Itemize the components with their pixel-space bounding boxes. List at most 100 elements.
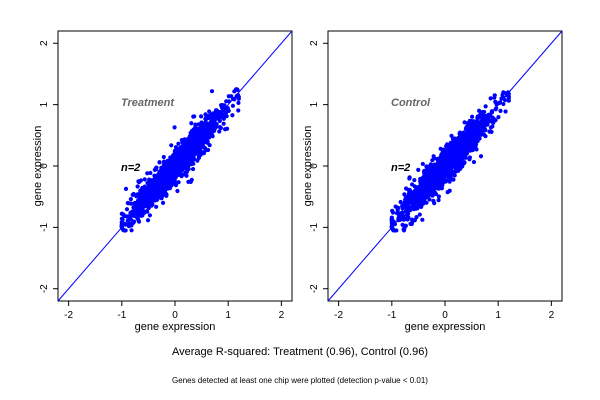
annotation-sample-size: n=2 [391, 162, 410, 174]
scatter-point [123, 186, 129, 191]
y-axis-ticks: -2 -1 0 1 2 [39, 40, 58, 293]
scatter-point [138, 190, 143, 195]
scatter-point [424, 192, 429, 197]
scatter-point [157, 160, 162, 165]
scatter-point [425, 188, 430, 194]
scatter-point [391, 228, 396, 233]
scatter-point [205, 147, 211, 153]
scatter-point [138, 195, 143, 200]
scatter-point [221, 116, 226, 121]
scatter-point [135, 203, 141, 208]
scatter-point [149, 203, 154, 208]
y-axis-label: gene expression [32, 126, 44, 207]
scatter-point [440, 173, 446, 178]
x-tick-label: 2 [279, 310, 285, 321]
scatter-point [488, 119, 493, 124]
x-axis-ticks: -2 -1 0 1 2 [334, 301, 555, 321]
scatter-point [422, 168, 427, 174]
scatter-point [212, 128, 217, 133]
scatter-point [162, 181, 167, 186]
scatter-point [441, 159, 446, 164]
y-tick-label: 2 [39, 40, 50, 46]
scatter-point [193, 141, 198, 146]
x-axis-label: gene expression [135, 321, 216, 333]
scatter-point [173, 175, 178, 181]
scatter-point [218, 125, 223, 131]
scatter-point [458, 156, 463, 161]
scatter-point [169, 183, 174, 188]
scatter-point [433, 164, 438, 169]
scatter-point [135, 184, 140, 189]
scatter-point [188, 162, 193, 167]
scatter-point [152, 173, 157, 178]
scatter-point [204, 131, 210, 137]
scatter-point [442, 169, 447, 174]
scatter-point [483, 104, 488, 109]
scatter-point [164, 193, 169, 199]
scatter-point [472, 120, 477, 125]
y-tick-label: 0 [39, 163, 50, 169]
scatter-point [129, 201, 134, 206]
scatter-point [217, 118, 222, 124]
x-tick-label: 0 [172, 310, 178, 321]
scatter-point [435, 156, 440, 162]
scatter-point [173, 183, 179, 188]
scatter-point [223, 113, 228, 118]
x-tick-label: -2 [64, 310, 73, 321]
scatter-point [165, 164, 170, 169]
scatter-point [128, 210, 133, 215]
annotation-title: Control [391, 97, 431, 109]
scatter-point [129, 228, 134, 233]
scatter-point [209, 132, 214, 137]
scatter-point [163, 161, 168, 166]
scatter-point [128, 197, 133, 202]
scatter-point [402, 226, 407, 231]
scatter-point [446, 177, 451, 182]
scatter-point [434, 169, 439, 174]
scatter-point [393, 204, 398, 209]
scatter-point [148, 170, 153, 176]
scatter-point [233, 87, 239, 92]
scatter-point [389, 221, 394, 226]
scatter-point [421, 201, 426, 206]
scatter-point [429, 171, 434, 176]
scatter-point [436, 194, 441, 199]
scatter-point [209, 125, 214, 130]
scatter-point [476, 133, 481, 138]
scatter-point [207, 142, 212, 148]
scatter-point [157, 174, 162, 179]
footnote-caption: Genes detected at least one chip were pl… [172, 376, 428, 385]
scatter-point [177, 160, 182, 165]
scatter-point [131, 192, 136, 197]
scatter-point [410, 202, 415, 207]
scatter-point [188, 130, 193, 136]
scatter-point [128, 221, 133, 227]
scatter-point [423, 181, 428, 186]
scatter-point [229, 94, 234, 99]
scatter-point [135, 192, 140, 197]
scatter-point [415, 196, 420, 201]
scatter-point [465, 132, 470, 137]
scatter-point [470, 143, 475, 148]
scatter-point [198, 149, 203, 154]
scatter-point [236, 100, 241, 105]
scatter-point [502, 98, 508, 103]
scatter-point [461, 140, 467, 145]
scatter-point [417, 212, 422, 217]
scatter-point [154, 204, 159, 209]
y-tick-label: 0 [309, 163, 320, 169]
scatter-point [488, 96, 493, 101]
y-tick-label: -2 [39, 284, 50, 293]
scatter-point [158, 170, 163, 175]
y-tick-label: -1 [309, 222, 320, 231]
scatter-point [226, 108, 231, 114]
scatter-point [408, 194, 413, 199]
scatter-point [230, 103, 236, 108]
scatter-point [221, 121, 226, 126]
scatter-point [479, 131, 484, 136]
scatter-point [437, 162, 442, 167]
scatter-point [188, 179, 193, 184]
x-axis-label: gene expression [405, 321, 486, 333]
scatter-point [180, 140, 185, 145]
scatter-point [184, 161, 189, 167]
